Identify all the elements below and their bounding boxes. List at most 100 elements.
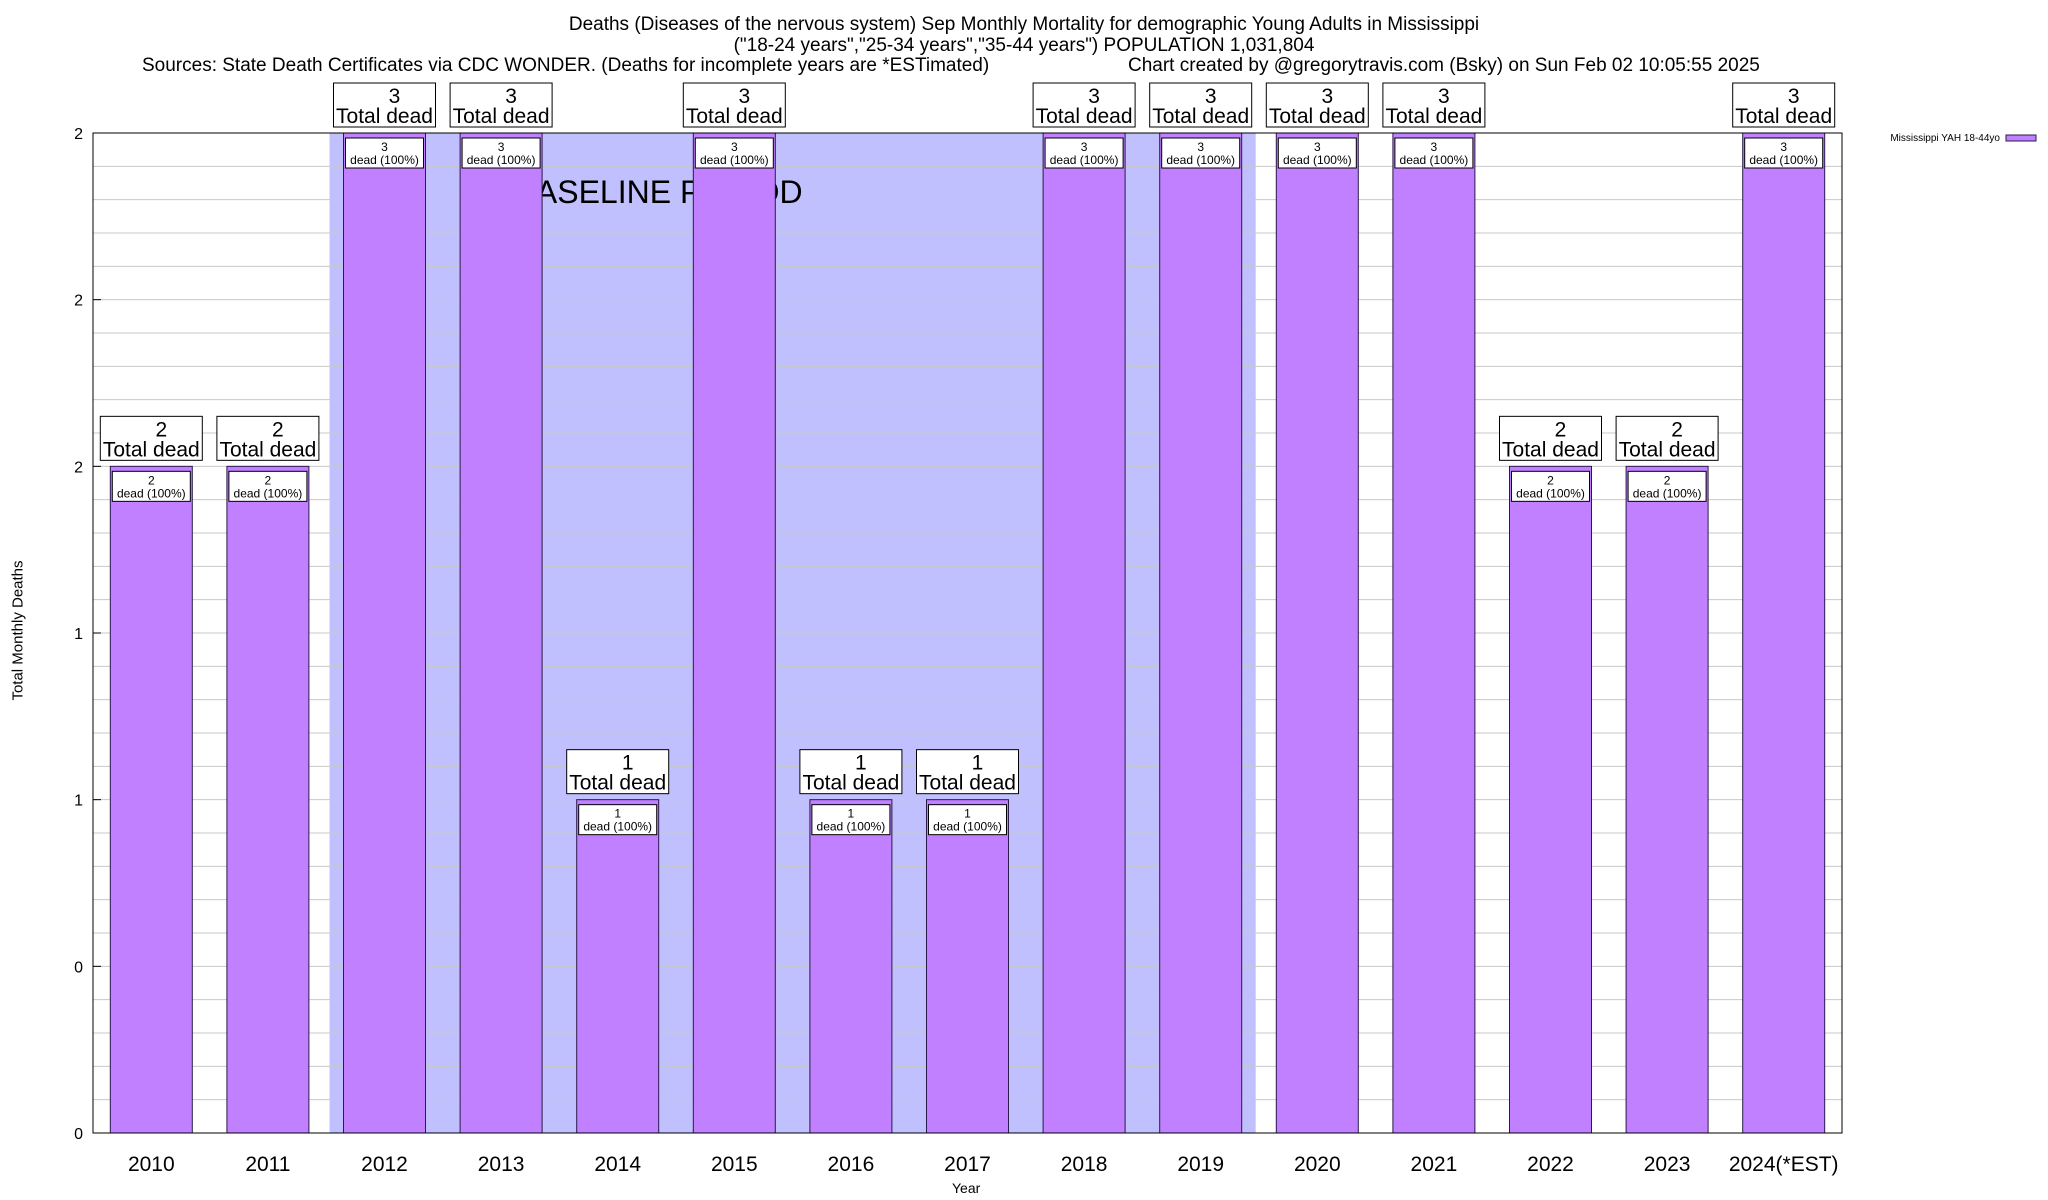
bar-total-value: 3 (1088, 85, 1100, 108)
bar-total-label-box (449, 82, 553, 128)
bar-total-value: 2 (1671, 418, 1683, 441)
bar-total-value: 3 (1788, 85, 1800, 108)
bar-total-label: Total dead (1502, 438, 1599, 461)
bar-inner-value: 1 (964, 807, 971, 821)
x-tick-label: 2017 (944, 1153, 991, 1176)
bar-inner-label-box (345, 137, 424, 169)
bar (226, 465, 310, 1134)
bar-inner-label: dead (100%) (1050, 153, 1119, 167)
bar-total-label-box (1615, 415, 1719, 461)
bar-inner-label: dead (100%) (467, 153, 536, 167)
bar-inner-label-box (1044, 137, 1124, 169)
bar (1042, 132, 1126, 1134)
bar-total-value: 3 (389, 85, 401, 108)
bar-inner-label-box (228, 470, 308, 502)
bar (926, 799, 1009, 1134)
bar-total-label: Total dead (1735, 105, 1832, 128)
bar-inner-label-box (111, 470, 191, 502)
bar-total-value: 3 (1321, 85, 1333, 108)
bar-inner-label-box (811, 804, 891, 836)
x-tick-label: 2014 (594, 1153, 641, 1176)
bar-total-label: Total dead (453, 105, 550, 128)
legend-swatch (2005, 134, 2037, 142)
x-tick-label: 2024(*EST) (1729, 1153, 1839, 1176)
bar (1742, 132, 1826, 1134)
bar-total-value: 1 (622, 752, 634, 775)
bar-inner-value: 3 (1780, 140, 1787, 154)
bar-inner-value: 2 (1664, 473, 1671, 487)
bar-inner-label-box (1394, 137, 1474, 169)
bar-total-label: Total dead (802, 772, 899, 795)
bar-total-label: Total dead (1269, 105, 1366, 128)
bar-inner-label-box (928, 804, 1007, 836)
x-tick-label: 2020 (1294, 1153, 1341, 1176)
x-tick-label: 2022 (1527, 1153, 1574, 1176)
bar-inner-value: 1 (848, 807, 855, 821)
bar-total-label: Total dead (1036, 105, 1133, 128)
bar-total-label-box (1382, 82, 1486, 128)
bar-total-label: Total dead (569, 772, 666, 795)
bar-inner-value: 3 (731, 140, 738, 154)
x-tick-label: 2021 (1411, 1153, 1458, 1176)
bar-total-label-box (1149, 82, 1253, 128)
bar-inner-label-box (1744, 137, 1824, 169)
bar-inner-label-box (1277, 137, 1357, 169)
bar-total-value: 3 (1205, 85, 1217, 108)
chart-credit: Chart created by @gregorytravis.com (Bsk… (1128, 55, 1760, 76)
bar-inner-label: dead (100%) (1166, 153, 1235, 167)
bar-inner-value: 3 (1197, 140, 1204, 154)
x-tick-label: 2016 (828, 1153, 875, 1176)
bar-total-label-box (216, 415, 320, 461)
bar-total-label: Total dead (219, 438, 316, 461)
bar-total-label: Total dead (103, 438, 200, 461)
bar-total-value: 3 (738, 85, 750, 108)
bar (1625, 465, 1709, 1134)
chart-title-line1: Deaths (Diseases of the nervous system) … (568, 14, 1480, 35)
plot-border (92, 132, 1843, 1134)
x-tick-label: 2018 (1061, 1153, 1108, 1176)
bar-total-label-box (566, 749, 670, 795)
bar (692, 132, 776, 1134)
bar-total-value: 1 (855, 752, 867, 775)
y-tick-label: 2 (74, 459, 83, 476)
bar-inner-label-box (694, 137, 774, 169)
y-tick-label: 0 (74, 1126, 83, 1143)
bar-total-label-box (916, 749, 1019, 795)
y-tick-label: 0 (74, 959, 83, 976)
bar (109, 465, 193, 1134)
bar-total-label-box (1499, 415, 1602, 461)
y-tick-label: 1 (74, 626, 83, 643)
bar-total-label: Total dead (336, 105, 433, 128)
bar (1509, 465, 1592, 1134)
y-tick-label: 1 (74, 793, 83, 810)
bar (343, 132, 426, 1134)
bar (1392, 132, 1476, 1134)
chart-title-line2: ("18-24 years","25-34 years","35-44 year… (733, 35, 1315, 56)
x-tick-label: 2010 (128, 1153, 175, 1176)
x-axis-label: Year (952, 1180, 981, 1196)
bar-inner-label: dead (100%) (1749, 153, 1818, 167)
bar-total-label-box (99, 415, 203, 461)
y-tick-label: 2 (74, 293, 83, 310)
bar-total-value: 3 (505, 85, 517, 108)
bar-total-label-box (682, 82, 786, 128)
bar-inner-label: dead (100%) (350, 153, 419, 167)
bar-inner-value: 3 (1431, 140, 1438, 154)
bar-inner-value: 2 (265, 473, 272, 487)
bar-total-label-box (333, 82, 436, 128)
bar-inner-label: dead (100%) (1633, 486, 1702, 500)
bar-total-label: Total dead (919, 772, 1016, 795)
bar-total-value: 2 (272, 418, 284, 441)
x-tick-label: 2015 (711, 1153, 758, 1176)
x-tick-label: 2011 (245, 1153, 290, 1176)
bar-inner-label-box (578, 804, 658, 836)
x-tick-label: 2013 (478, 1153, 525, 1176)
bar-inner-value: 1 (614, 807, 621, 821)
bar (1275, 132, 1359, 1134)
legend-label: Mississippi YAH 18-44yo (1890, 133, 2000, 144)
bar-inner-label: dead (100%) (700, 153, 769, 167)
bar-total-label-box (1265, 82, 1369, 128)
bar-inner-label: dead (100%) (933, 820, 1002, 834)
bar-inner-label-box (461, 137, 541, 169)
